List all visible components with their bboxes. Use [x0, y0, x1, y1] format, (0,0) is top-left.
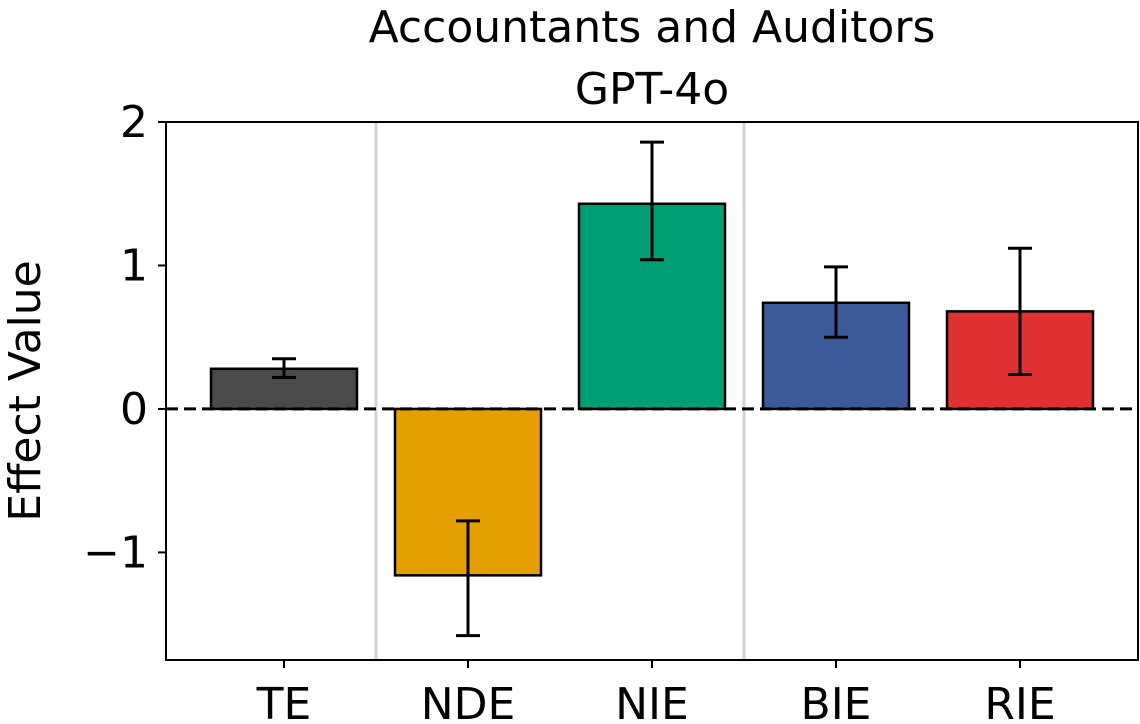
error-bar-nde	[456, 519, 480, 638]
error-bar-bie	[824, 265, 848, 339]
y-tick-label: 1	[120, 240, 148, 291]
plot-area: 2 1 0 −1 TE NDE NIE BIE RIE	[83, 97, 1139, 724]
y-axis-label: Effect Value	[0, 260, 51, 521]
y-tick-label: 2	[120, 97, 148, 148]
error-bar-nie	[640, 140, 664, 262]
chart-title: Accountants and Auditors	[369, 2, 936, 53]
error-bar-rie	[1008, 246, 1032, 377]
x-tick-label-nie: NIE	[615, 679, 689, 724]
x-tick-label-te: TE	[256, 679, 312, 724]
error-bar-te	[272, 357, 296, 379]
y-tick-label: −1	[83, 527, 148, 578]
x-tick-label-rie: RIE	[984, 679, 1055, 724]
y-tick-label: 0	[120, 384, 148, 435]
x-tick-label-bie: BIE	[801, 679, 872, 724]
chart-subtitle: GPT-4o	[575, 64, 729, 115]
x-tick-label-nde: NDE	[421, 679, 516, 724]
